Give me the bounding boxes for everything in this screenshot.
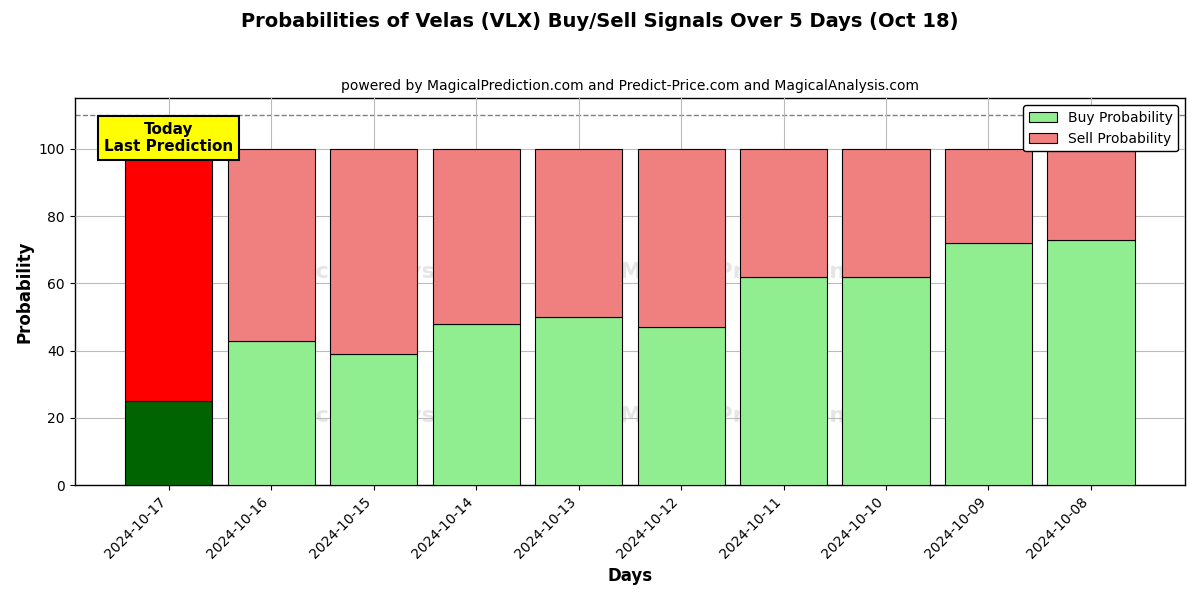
Bar xyxy=(330,354,418,485)
Bar xyxy=(1048,149,1134,239)
Text: Today
Last Prediction: Today Last Prediction xyxy=(104,122,233,154)
Bar xyxy=(842,149,930,277)
Bar xyxy=(228,149,314,341)
Bar xyxy=(432,324,520,485)
Bar xyxy=(432,149,520,324)
Text: MagicalAnalysis.com: MagicalAnalysis.com xyxy=(254,406,516,425)
Bar xyxy=(1048,239,1134,485)
Bar xyxy=(944,149,1032,243)
Bar xyxy=(842,277,930,485)
Bar xyxy=(740,277,827,485)
Text: MagicalPrediction.com: MagicalPrediction.com xyxy=(620,262,906,283)
Bar xyxy=(125,401,212,485)
Bar xyxy=(535,149,622,317)
Y-axis label: Probability: Probability xyxy=(16,241,34,343)
X-axis label: Days: Days xyxy=(607,567,653,585)
Legend: Buy Probability, Sell Probability: Buy Probability, Sell Probability xyxy=(1024,105,1178,151)
Text: Probabilities of Velas (VLX) Buy/Sell Signals Over 5 Days (Oct 18): Probabilities of Velas (VLX) Buy/Sell Si… xyxy=(241,12,959,31)
Bar xyxy=(330,149,418,354)
Text: MagicalPrediction.com: MagicalPrediction.com xyxy=(620,406,906,425)
Bar xyxy=(944,243,1032,485)
Bar xyxy=(637,327,725,485)
Bar xyxy=(125,149,212,401)
Text: MagicalAnalysis.com: MagicalAnalysis.com xyxy=(254,262,516,283)
Bar xyxy=(637,149,725,327)
Bar xyxy=(228,341,314,485)
Title: powered by MagicalPrediction.com and Predict-Price.com and MagicalAnalysis.com: powered by MagicalPrediction.com and Pre… xyxy=(341,79,919,93)
Bar xyxy=(535,317,622,485)
Bar xyxy=(740,149,827,277)
